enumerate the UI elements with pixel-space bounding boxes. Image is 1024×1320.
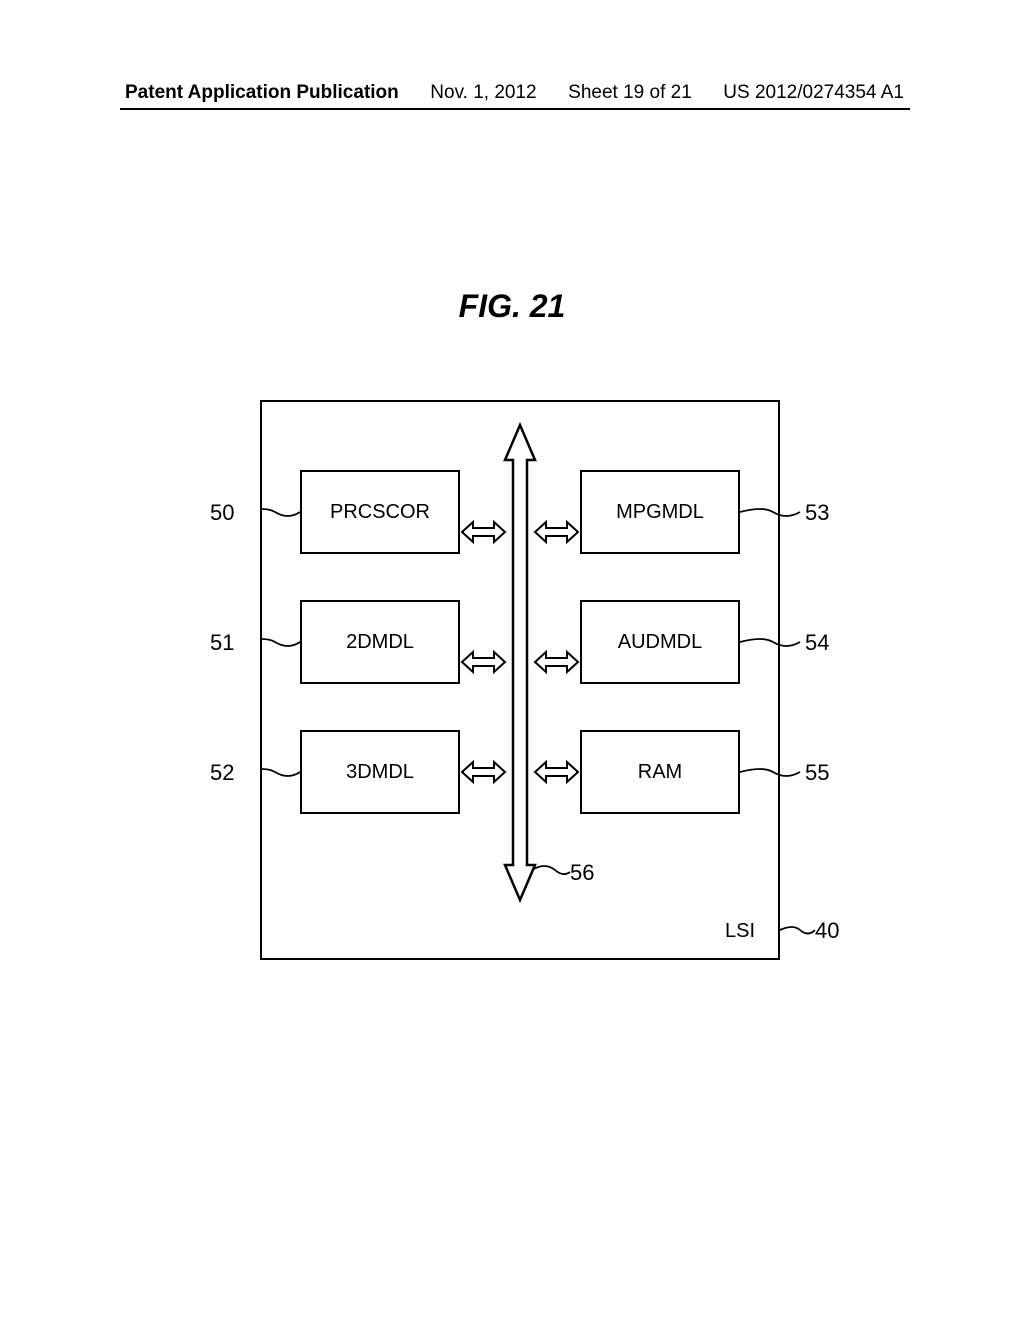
ref-connectors (260, 509, 815, 934)
diagram-svg (260, 400, 880, 980)
ref-51: 51 (210, 630, 234, 656)
page-header: Patent Application Publication Nov. 1, 2… (0, 82, 1024, 104)
header-publication: Patent Application Publication (125, 82, 399, 104)
bus-arrow (505, 425, 535, 900)
figure-title: FIG. 21 (0, 288, 1024, 325)
header-sheet: Sheet 19 of 21 (568, 82, 692, 104)
ref-50: 50 (210, 500, 234, 526)
header-rule (120, 108, 910, 110)
block-diagram: PRCSCOR 2DMDL 3DMDL MPGMDL AUDMDL RAM 50… (260, 400, 780, 960)
header-docnum: US 2012/0274354 A1 (723, 82, 904, 104)
ref-52: 52 (210, 760, 234, 786)
header-date: Nov. 1, 2012 (430, 82, 536, 104)
